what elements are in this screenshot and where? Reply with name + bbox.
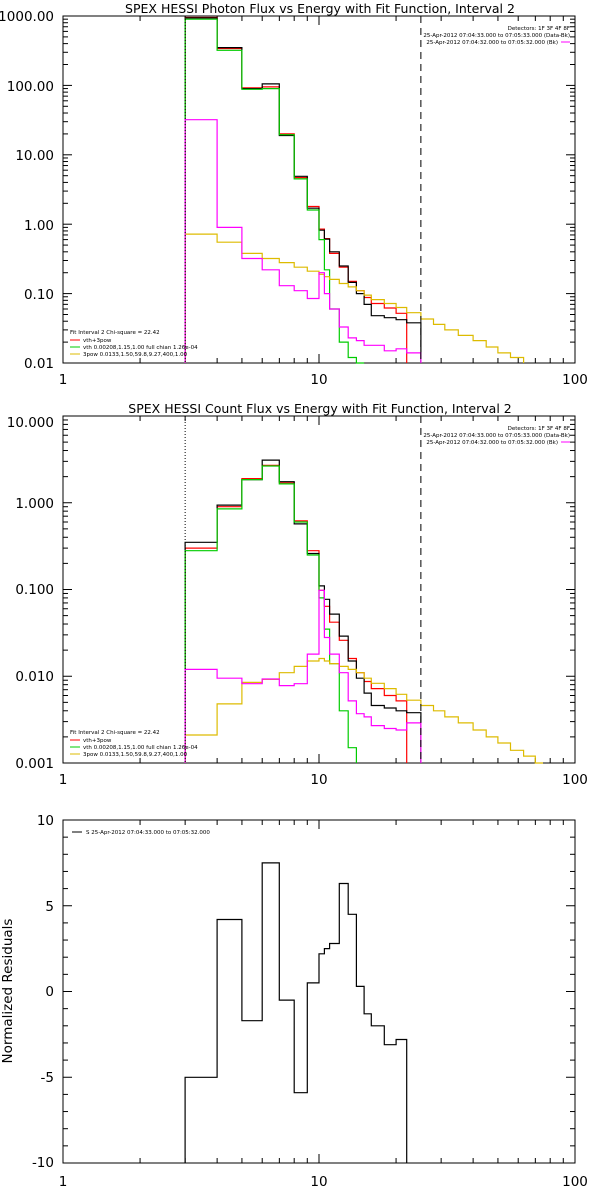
series-line-2 [184,465,357,763]
legend-bottom-left: Fit Interval 2 Chi-square = 22.42 vth+3p… [70,330,198,358]
y-tick-labels: 10.000 1.000 0.100 0.010 0.001 [7,415,54,772]
marker-lines [184,16,422,363]
series-line-0 [184,464,408,763]
legend-3pow-fit: 3pow 0.0133,1.50,59.8,9.27,400,1.00 [83,352,188,358]
legend-detectors: Detectors: 1F 3F 4F 8F [508,426,570,432]
y-tick-label: 0.100 [15,582,54,598]
y-axis-label: Normalized Residuals [0,919,16,1064]
y-tick-label: 10 [37,813,54,829]
legend-total-fit: vth+3pow [83,738,112,744]
legend-top-right: Detectors: 1F 3F 4F 8F 25-Apr-2012 07:04… [423,26,570,46]
y-tick-label: 5 [45,899,54,915]
legend-fit-interval: Fit Interval 2 Chi-square = 22.42 [70,330,160,336]
x-tick-labels: 1 10 100 [59,1174,588,1190]
series-line-0 [184,862,408,1163]
legend-top-right: Detectors: 1F 3F 4F 8F 25-Apr-2012 07:04… [423,426,570,446]
series-line-4 [184,589,422,763]
series-line-3 [184,657,543,764]
y-tick-label: 1.00 [24,218,54,234]
legend-bk-interval: 25-Apr-2012 07:04:32.000 to 07:05:32.000… [426,40,558,46]
legend-data-interval: 25-Apr-2012 07:04:33.000 to 07:05:33.000… [423,33,570,39]
y-tick-label: 0.01 [24,356,54,372]
chart-title: SPEX HESSI Photon Flux vs Energy with Fi… [125,1,515,16]
x-tick-label: 1 [59,1174,68,1190]
legend-bk-interval: 25-Apr-2012 07:04:32.000 to 07:05:32.000… [426,440,558,446]
count-flux-panel: SPEX HESSI Count Flux vs Energy with Fit… [7,401,588,788]
legend-residual-interval: S 25-Apr-2012 07:04:33.000 to 07:05:32.0… [86,830,210,836]
plot-frame [62,819,576,1164]
series-line-1 [184,459,422,763]
axis-ticks [62,819,576,1164]
y-tick-label: 1.000 [15,496,54,512]
residuals-panel: 10 5 0 -5 -10 1 10 100 Normalized Residu… [0,813,588,1190]
x-tick-label: 10 [310,772,327,788]
y-tick-labels: 10 5 0 -5 -10 [32,813,54,1171]
legend-data-interval: 25-Apr-2012 07:04:33.000 to 07:05:33.000… [423,433,570,439]
y-tick-label: 10.000 [7,415,54,431]
legend-vth-fit: vth 0.00208,1.15,1.00 full chian 1.26e-0… [83,745,198,751]
x-tick-label: 100 [562,372,588,388]
legend-vth-fit: vth 0.00208,1.15,1.00 full chian 1.26e-0… [83,345,198,351]
chart-title: SPEX HESSI Count Flux vs Energy with Fit… [128,401,511,416]
y-tick-label: 10.00 [15,148,54,164]
marker-lines [184,416,422,763]
x-tick-labels: 1 10 100 [59,372,588,388]
axis-ticks [62,15,576,364]
y-tick-label: 100.00 [7,79,54,95]
series-line-3 [184,233,525,363]
series-line-1 [184,17,422,363]
legend-total-fit: vth+3pow [83,338,112,344]
x-tick-label: 100 [562,1174,588,1190]
legend-detectors: Detectors: 1F 3F 4F 8F [508,26,570,32]
y-tick-label: 0.10 [24,287,54,303]
y-tick-label: -5 [41,1070,54,1086]
x-tick-label: 10 [310,1174,327,1190]
photon-flux-panel: SPEX HESSI Photon Flux vs Energy with Fi… [0,1,588,388]
legend-top-left: S 25-Apr-2012 07:04:33.000 to 07:05:32.0… [72,830,210,836]
y-tick-label: 1000.00 [0,9,54,25]
y-tick-labels: 1000.00 100.00 10.00 1.00 0.10 0.01 [0,9,54,372]
x-tick-label: 10 [310,372,327,388]
x-tick-labels: 1 10 100 [59,772,588,788]
y-tick-label: 0.001 [15,756,54,772]
legend-fit-interval: Fit Interval 2 Chi-square = 22.42 [70,730,160,736]
y-tick-label: 0 [45,984,54,1000]
x-tick-label: 1 [59,772,68,788]
plot-frame [62,15,576,364]
legend-3pow-fit: 3pow 0.0133,1.50,59.8,9.27,400,1.00 [83,752,188,758]
y-tick-label: -10 [32,1155,54,1171]
series-line-2 [184,18,365,364]
series-line-0 [184,16,408,363]
series-line-4 [184,119,422,363]
x-tick-label: 1 [59,372,68,388]
legend-bottom-left: Fit Interval 2 Chi-square = 22.42 vth+3p… [70,730,198,758]
x-tick-label: 100 [562,772,588,788]
series-group [184,862,408,1163]
series-group [184,16,525,364]
y-tick-label: 0.010 [15,669,54,685]
series-group [184,459,543,764]
